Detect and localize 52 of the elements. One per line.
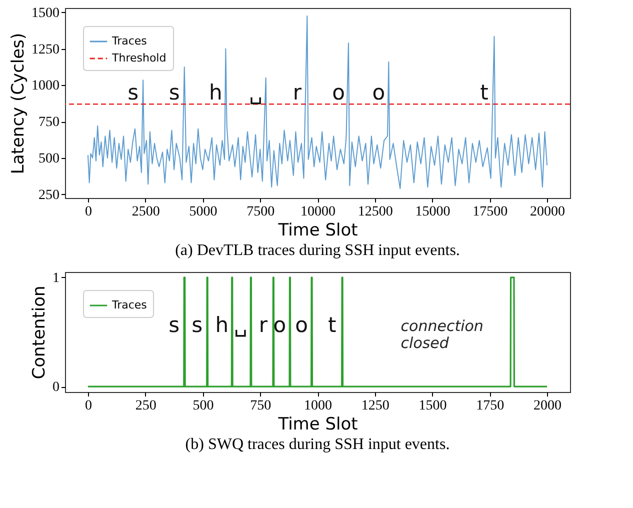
x-tick-label: 0: [84, 398, 92, 414]
x-tick-label: 0: [84, 204, 92, 220]
annotation: connection closed: [400, 317, 484, 352]
y-tick-label: 1000: [32, 78, 60, 94]
annotation: r: [258, 313, 268, 337]
y-tick-label: 250: [38, 188, 60, 203]
annotation: s: [168, 313, 180, 337]
x-axis-title: Time Slot: [277, 220, 358, 240]
y-tick-label: 1500: [32, 6, 60, 21]
line-series: [87, 16, 548, 190]
annotation: o: [295, 313, 308, 337]
annotation: s: [168, 80, 180, 104]
x-tick-label: 1750: [476, 398, 504, 414]
x-tick-label: 500: [192, 398, 214, 414]
x-tick-label: 2000: [534, 398, 562, 414]
y-tick-label: 500: [38, 151, 60, 166]
annotation: t: [480, 80, 488, 104]
annotation: ␣: [249, 80, 263, 104]
annotation: s: [192, 313, 203, 337]
annotation: h: [209, 80, 222, 104]
y-axis-title: Contention: [30, 286, 50, 380]
x-tick-label: 15000: [415, 204, 450, 220]
x-tick-label: 12500: [358, 204, 393, 220]
y-tick-label: 750: [38, 115, 60, 130]
y-tick-label: 0: [52, 380, 60, 396]
x-tick-label: 5000: [189, 204, 218, 220]
annotation: r: [292, 80, 302, 104]
x-tick-label: 7500: [246, 204, 275, 220]
text: (b) SWQ traces during SSH input events.: [185, 436, 450, 453]
x-tick-label: 1500: [418, 398, 447, 414]
annotation: o: [372, 80, 386, 104]
legend-label: Traces: [111, 34, 148, 48]
legend-label: Threshold: [111, 52, 166, 64]
y-tick-label: 1: [52, 270, 60, 286]
annotation: ␣: [234, 313, 248, 337]
x-tick-label: 250: [135, 398, 156, 414]
x-tick-label: 17500: [472, 204, 508, 220]
y-axis-title: Latency (Cycles): [8, 32, 28, 174]
annotation: h: [215, 313, 229, 337]
annotation: s: [128, 80, 139, 104]
annotation: o: [332, 80, 345, 104]
x-tick-label: 2500: [132, 204, 160, 220]
text: (a) DevTLB traces during SSH input events.: [175, 242, 460, 259]
y-tick-label: 1250: [32, 42, 60, 58]
annotation: t: [328, 313, 336, 337]
x-tick-label: 10000: [300, 204, 336, 220]
x-tick-label: 1000: [304, 398, 332, 414]
x-tick-label: 20000: [530, 204, 566, 220]
x-tick-label: 750: [250, 398, 272, 414]
x-tick-label: 1250: [361, 398, 390, 414]
legend-label: Traces: [111, 298, 148, 312]
x-axis-title: Time Slot: [277, 414, 358, 434]
